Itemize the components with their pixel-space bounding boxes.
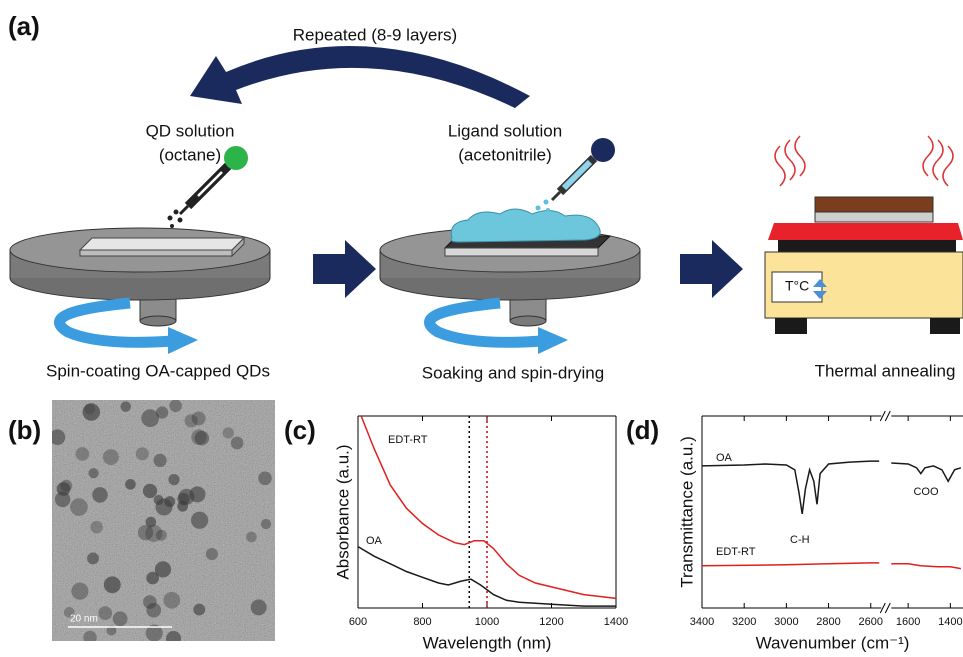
panel-label: (d) — [626, 415, 659, 445]
y-axis-title: Absorbance (a.u.) — [333, 444, 352, 579]
nanoparticle — [90, 521, 103, 534]
hotplate — [765, 136, 963, 334]
nanoparticle — [191, 429, 206, 444]
x-tick-label: 2600 — [858, 616, 882, 628]
nanoparticle — [193, 604, 205, 616]
nanoparticle — [120, 401, 130, 411]
nanoparticle — [154, 454, 167, 467]
x-tick-label: 3000 — [774, 616, 798, 628]
temperature-display: T°C — [785, 278, 809, 294]
step-label: Spin-coating OA-capped QDs — [46, 361, 270, 380]
nanoparticle — [103, 449, 119, 465]
panel-label: (a) — [8, 11, 40, 41]
nanoparticle — [84, 404, 95, 415]
nanoparticle — [145, 525, 162, 542]
step-arrow — [313, 240, 376, 298]
nanoparticle — [143, 484, 157, 498]
nanoparticle — [146, 603, 161, 618]
annotation: COO — [913, 486, 939, 498]
nanoparticle — [169, 400, 182, 413]
nanoparticle — [141, 409, 159, 427]
y-axis-title: Transmittance (a.u.) — [677, 436, 696, 587]
x-tick-label: 1400 — [604, 616, 628, 628]
nanoparticle — [206, 548, 218, 560]
step-label: Thermal annealing — [815, 361, 956, 380]
nanoparticle — [57, 482, 71, 496]
annotation: OA — [366, 535, 383, 547]
x-axis-title: Wavelength (nm) — [423, 633, 552, 652]
nanoparticle — [223, 427, 234, 438]
nanoparticle — [168, 474, 179, 485]
x-tick-label: 600 — [349, 616, 367, 628]
nanoparticle — [155, 561, 171, 577]
nanoparticle — [136, 447, 149, 460]
nanoparticle — [71, 583, 88, 600]
figure: (a) (b) (c) (d) Repeated (8-9 layers) QD… — [0, 0, 963, 657]
x-tick-label: 1200 — [539, 616, 563, 628]
axis-break — [880, 411, 890, 421]
x-tick-label: 800 — [413, 616, 431, 628]
ligand-solution-label: (acetonitrile) — [458, 145, 552, 164]
qd-solution-label: (octane) — [159, 145, 221, 164]
qd-solution-label: QD solution — [146, 121, 235, 140]
repeat-label: Repeated (8-9 layers) — [293, 25, 457, 44]
nanoparticle — [76, 447, 90, 461]
data-line — [702, 563, 961, 569]
nanoparticle — [83, 631, 97, 645]
nanoparticle — [191, 512, 208, 529]
tem-image — [50, 400, 275, 647]
nanoparticle — [104, 576, 121, 593]
x-tick-label: 3400 — [690, 616, 714, 628]
nanoparticle — [177, 501, 188, 512]
x-tick-label: 2800 — [816, 616, 840, 628]
annotation: C-H — [790, 534, 810, 546]
nanoparticle — [189, 486, 205, 502]
nanoparticle — [70, 498, 88, 516]
x-tick-label: 1400 — [938, 616, 962, 628]
nanoparticle — [258, 472, 272, 486]
nanoparticle — [113, 611, 128, 626]
nanoparticle — [251, 599, 267, 615]
annotation: OA — [716, 452, 733, 464]
nanoparticle — [261, 519, 271, 529]
nanoparticle — [50, 429, 66, 445]
nanoparticle — [163, 592, 180, 609]
panel-label: (b) — [8, 415, 41, 445]
x-axis-title: Wavenumber (cm⁻¹) — [756, 633, 910, 652]
nanoparticle — [125, 479, 136, 490]
nanoparticle — [87, 553, 99, 565]
nanoparticle — [166, 631, 181, 646]
scale-bar-label: 20 nm — [70, 614, 98, 625]
annotation: EDT-RT — [388, 434, 428, 446]
spin-coater — [380, 209, 640, 354]
x-tick-label: 1600 — [896, 616, 920, 628]
nanoparticle — [98, 606, 112, 620]
panel-label: (c) — [284, 415, 316, 445]
nanoparticle — [231, 437, 244, 450]
annotation: EDT-RT — [716, 546, 756, 558]
nanoparticle — [92, 487, 107, 502]
ligand-solution-label: Ligand solution — [448, 121, 562, 140]
x-tick-label: 1000 — [475, 616, 499, 628]
repeat-arrow — [190, 46, 530, 108]
nanoparticle — [185, 414, 198, 427]
page: (a) (b) (c) (d) Repeated (8-9 layers) QD… — [0, 0, 963, 657]
nanoparticle — [246, 532, 257, 543]
step-label: Soaking and spin-drying — [422, 363, 604, 382]
step-arrow — [680, 240, 743, 298]
axis-break — [880, 603, 890, 613]
x-tick-label: 3200 — [732, 616, 756, 628]
spin-coater — [10, 228, 270, 354]
nanoparticle — [88, 468, 98, 478]
nanoparticle — [155, 498, 172, 515]
